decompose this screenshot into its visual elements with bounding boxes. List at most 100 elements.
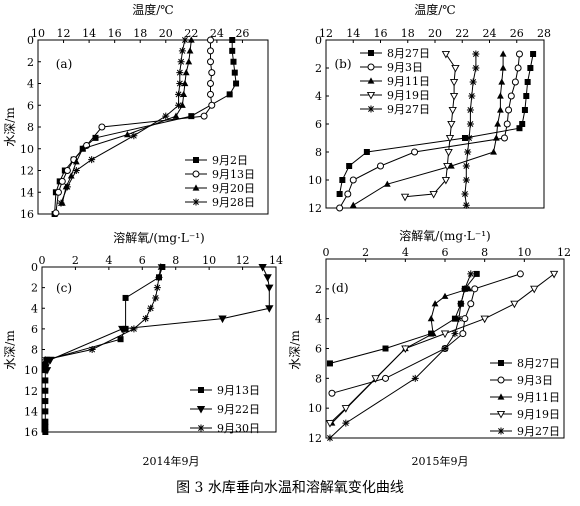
data-point bbox=[229, 47, 236, 54]
data-point bbox=[336, 191, 343, 197]
data-point bbox=[447, 162, 455, 169]
data-point bbox=[182, 69, 190, 76]
legend-item: 9月20日 bbox=[185, 182, 255, 195]
legend-label: 9月13日 bbox=[217, 384, 260, 397]
data-point bbox=[42, 429, 49, 435]
data-point bbox=[441, 345, 449, 352]
data-point bbox=[172, 112, 180, 119]
data-point bbox=[124, 131, 131, 138]
data-point bbox=[466, 120, 474, 128]
data-point bbox=[455, 315, 463, 323]
data-point bbox=[207, 36, 214, 44]
series-2 bbox=[349, 50, 507, 208]
x-tick-label: 10 bbox=[31, 27, 45, 40]
data-point bbox=[549, 270, 559, 279]
legend-item: 9月22日 bbox=[190, 403, 260, 416]
x-axis-label: 溶解氧/(mg·L⁻¹) bbox=[113, 230, 204, 245]
chart-panel-3: 0 2 4 6 8 10 12 2 4 6 8 10 12 溶解氧/(mg·L⁻¹) 水深/m (d) 8月27… bbox=[288, 228, 571, 445]
data-point bbox=[349, 201, 357, 208]
data-point bbox=[447, 120, 456, 129]
x-axis-label: 溶解氧/(mg·L⁻¹) bbox=[399, 228, 490, 243]
data-point bbox=[346, 163, 353, 169]
data-point bbox=[218, 315, 227, 324]
data-point bbox=[457, 300, 465, 308]
data-point bbox=[444, 148, 453, 157]
data-point bbox=[516, 270, 524, 278]
y-axis-label: 水深/m bbox=[288, 330, 302, 370]
data-point bbox=[472, 64, 480, 72]
data-point bbox=[63, 183, 71, 191]
data-point bbox=[523, 93, 530, 99]
data-point bbox=[472, 50, 480, 58]
data-point bbox=[499, 64, 507, 71]
y-tick-label: 6 bbox=[315, 343, 322, 356]
data-point bbox=[208, 69, 216, 77]
y-tick-label: 12 bbox=[308, 432, 322, 445]
plot-frame bbox=[325, 39, 545, 209]
data-point bbox=[490, 148, 497, 155]
data-point bbox=[467, 300, 475, 308]
x-tick-label: 0 bbox=[323, 246, 330, 259]
data-point bbox=[497, 92, 504, 99]
data-point bbox=[466, 106, 474, 114]
data-point bbox=[448, 106, 457, 115]
data-point bbox=[363, 149, 370, 155]
data-point bbox=[341, 405, 350, 413]
data-point bbox=[230, 58, 237, 65]
data-point bbox=[465, 134, 473, 142]
y-tick-label: 2 bbox=[315, 283, 322, 296]
legend-item: 9月27日 bbox=[360, 103, 430, 116]
legend-label: 9月3日 bbox=[387, 61, 423, 74]
data-point bbox=[524, 79, 531, 85]
legend-item: 9月13日 bbox=[185, 168, 255, 181]
data-point bbox=[516, 125, 523, 132]
data-point bbox=[263, 274, 272, 282]
data-point bbox=[336, 204, 344, 212]
y-tick-label: 6 bbox=[31, 323, 38, 336]
legend-label: 9月11日 bbox=[387, 75, 430, 88]
data-point bbox=[349, 176, 357, 184]
data-point bbox=[382, 345, 389, 352]
data-point bbox=[464, 148, 472, 156]
data-point bbox=[465, 285, 473, 292]
legend-marker bbox=[367, 77, 375, 84]
y-tick-label: 10 bbox=[20, 143, 34, 156]
legend-item: 9月13日 bbox=[190, 384, 260, 397]
data-point bbox=[469, 78, 477, 86]
x-tick-label: 12 bbox=[57, 27, 71, 40]
data-point bbox=[382, 374, 389, 382]
x-tick-label: 4 bbox=[105, 254, 112, 267]
data-point bbox=[178, 101, 186, 108]
data-point bbox=[42, 423, 49, 430]
series-4 bbox=[461, 50, 480, 209]
data-point bbox=[441, 176, 451, 185]
data-point bbox=[178, 47, 186, 55]
data-point bbox=[411, 374, 419, 382]
series-3 bbox=[400, 50, 460, 202]
data-point bbox=[427, 315, 435, 322]
x-axis-label: 温度/℃ bbox=[132, 2, 173, 17]
x-tick-label: 0 bbox=[39, 254, 46, 267]
data-point bbox=[153, 284, 161, 292]
data-point bbox=[328, 389, 336, 397]
data-point bbox=[185, 58, 193, 65]
data-point bbox=[265, 284, 274, 293]
data-point bbox=[383, 180, 391, 187]
y-axis-label: 水深/m bbox=[3, 107, 17, 147]
data-point bbox=[42, 367, 52, 375]
data-point bbox=[52, 209, 60, 217]
legend-label: 9月3日 bbox=[517, 374, 553, 387]
x-tick-label: 24 bbox=[210, 27, 224, 40]
legend-label: 9月2日 bbox=[212, 154, 248, 167]
legend-item: 9月11日 bbox=[490, 391, 560, 404]
data-point bbox=[498, 78, 506, 85]
x-tick-label: 14 bbox=[269, 254, 283, 267]
data-point bbox=[207, 80, 214, 87]
legend-label: 9月19日 bbox=[387, 89, 430, 102]
data-point bbox=[462, 201, 470, 209]
data-point bbox=[258, 263, 267, 272]
data-point bbox=[231, 69, 238, 76]
data-point bbox=[54, 188, 62, 196]
data-point bbox=[72, 158, 80, 165]
series-line bbox=[329, 273, 472, 439]
